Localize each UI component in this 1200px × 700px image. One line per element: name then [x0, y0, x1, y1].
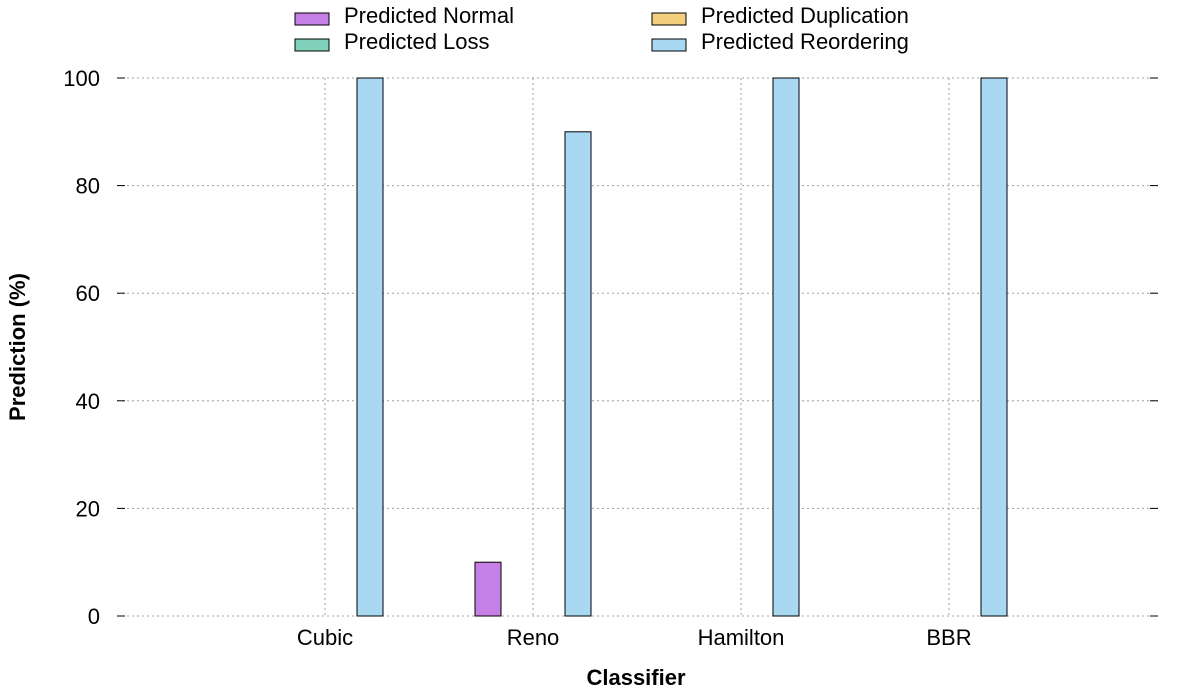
grid-layer [117, 77, 1158, 617]
legend-item: Predicted Reordering [651, 29, 909, 54]
bar-predicted-normal-reno [474, 561, 502, 617]
legend-swatch [651, 38, 687, 52]
bar-predicted-reordering-cubic [356, 77, 384, 617]
x-tick-label: BBR [926, 625, 971, 650]
y-tick-label: 100 [63, 66, 100, 91]
y-tick-label: 40 [76, 389, 100, 414]
y-axis-title: Prediction (%) [5, 273, 30, 421]
x-axis-title: Classifier [586, 665, 685, 690]
legend-label: Predicted Reordering [701, 29, 909, 54]
x-tick-label: Reno [507, 625, 560, 650]
legend-item: Predicted Normal [294, 3, 514, 28]
legend-label: Predicted Duplication [701, 3, 909, 28]
legend-swatch [651, 12, 687, 26]
legend-item: Predicted Duplication [651, 3, 909, 28]
legend-item: Predicted Loss [294, 29, 490, 54]
y-tick-label: 0 [88, 604, 100, 629]
x-tick-label: Hamilton [698, 625, 785, 650]
legend-label: Predicted Loss [344, 29, 490, 54]
legend-swatch [294, 12, 330, 26]
legend-label: Predicted Normal [344, 3, 514, 28]
bar-layer [356, 77, 1008, 617]
bar-predicted-reordering-reno [564, 131, 592, 617]
y-tick-label: 20 [76, 496, 100, 521]
bar-predicted-reordering-hamilton [772, 77, 800, 617]
bar-predicted-reordering-bbr [980, 77, 1008, 617]
legend-swatch [294, 38, 330, 52]
y-tick-label: 80 [76, 174, 100, 199]
axis-layer: 0 20 40 60 80 100 Cubic Reno Hamilton BBR [63, 66, 1158, 650]
y-tick-label: 60 [76, 281, 100, 306]
x-tick-label: Cubic [297, 625, 353, 650]
